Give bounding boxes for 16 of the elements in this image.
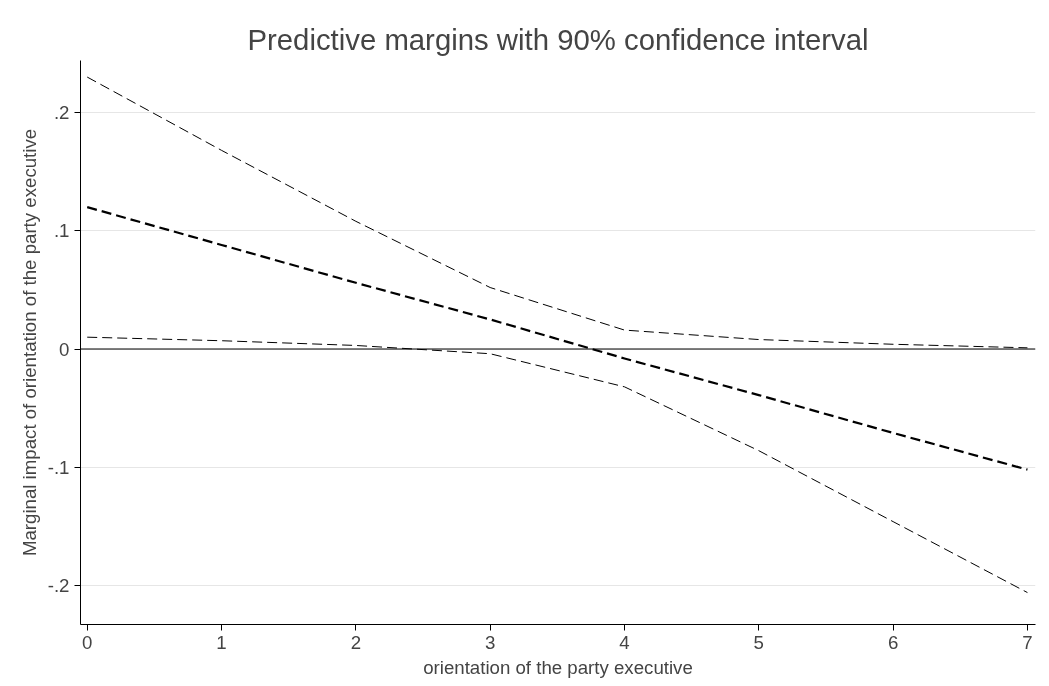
y-tick-label: .1 bbox=[53, 220, 70, 242]
x-axis-title: orientation of the party executive bbox=[423, 656, 693, 678]
x-tick-label: 6 bbox=[887, 631, 899, 653]
x-tick-label: 4 bbox=[619, 631, 630, 653]
x-tick-label: 0 bbox=[82, 631, 93, 653]
chart-title: Predictive margins with 90% confidence interval bbox=[247, 22, 869, 56]
x-tick-label: 2 bbox=[350, 631, 362, 653]
y-axis-title: Marginal impact of orientation of the party executive bbox=[18, 128, 40, 557]
y-tick-label: .2 bbox=[53, 102, 70, 124]
y-tick-label: -.1 bbox=[47, 456, 70, 478]
y-tick-label: -.2 bbox=[47, 574, 70, 596]
x-tick-label: 5 bbox=[753, 631, 765, 653]
y-tick-label: 0 bbox=[59, 338, 70, 360]
x-tick-label: 7 bbox=[1022, 631, 1033, 653]
x-tick-label: 3 bbox=[484, 631, 496, 653]
x-tick-label: 1 bbox=[216, 631, 227, 653]
